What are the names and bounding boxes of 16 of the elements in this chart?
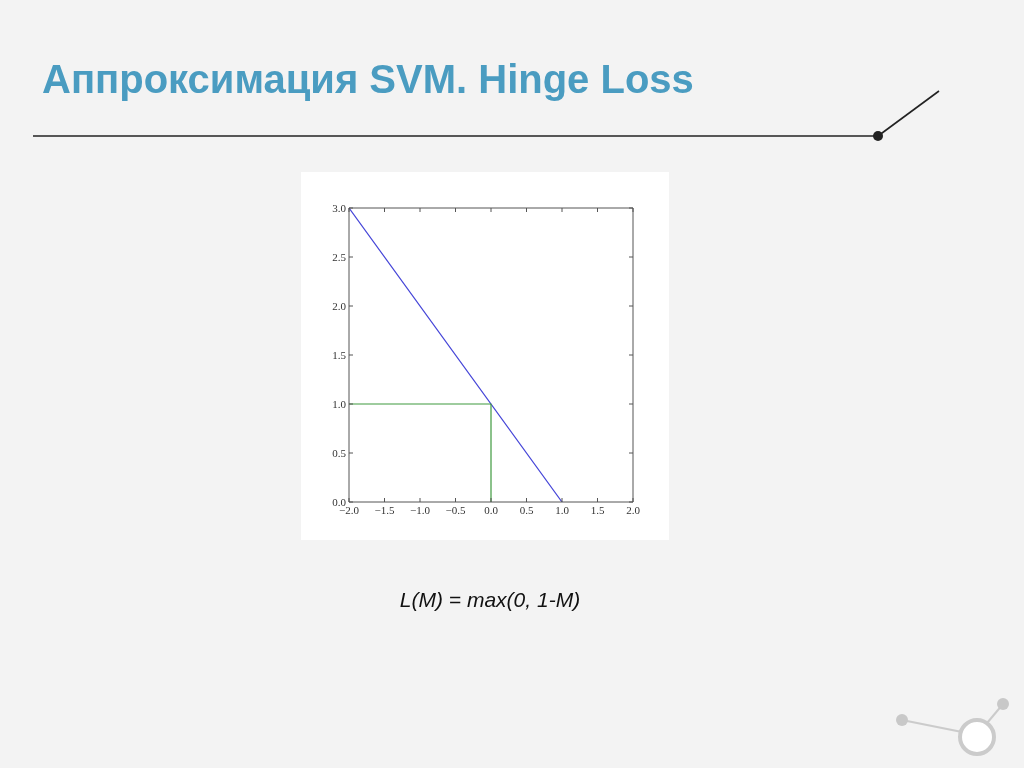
y-tick-label: 1.5 — [332, 348, 347, 361]
x-tick-label: 1.0 — [555, 503, 570, 516]
y-tick-label: 1.0 — [332, 397, 347, 410]
x-tick-label: −1.0 — [410, 503, 431, 516]
y-tick-label: 0.5 — [332, 446, 347, 459]
x-tick-label: 0.0 — [484, 503, 499, 516]
x-tick-label: 0.5 — [519, 503, 534, 516]
y-tick-label: 3.0 — [332, 201, 347, 214]
x-tick-label: 1.5 — [590, 503, 605, 516]
x-tick-label: −1.5 — [374, 503, 395, 516]
x-tick-label: −0.5 — [445, 503, 466, 516]
chart-title: Аппроксимация SVM. Hinge Loss — [42, 56, 694, 103]
y-tick-label: 2.5 — [332, 250, 347, 263]
x-tick-label: 2.0 — [626, 503, 641, 516]
text: L(M) = max(0, 1-M) — [398, 588, 582, 612]
y-tick-label: 2.0 — [332, 299, 347, 312]
